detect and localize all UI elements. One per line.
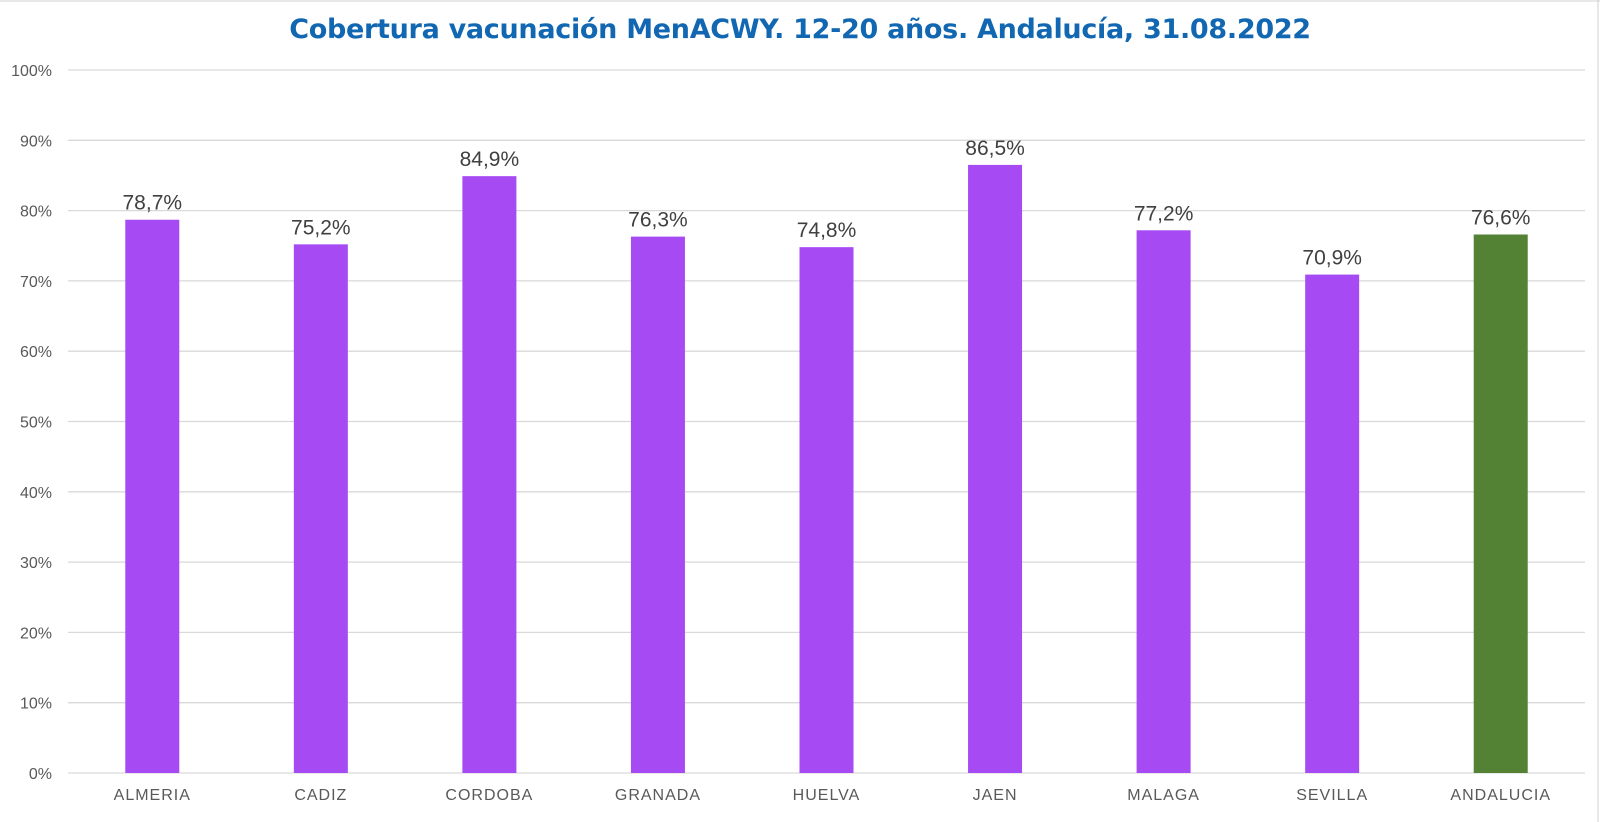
y-tick-label: 60%	[20, 344, 52, 361]
x-tick-label: GRANADA	[615, 787, 701, 804]
bar-cadiz	[293, 244, 348, 773]
bar-huelva	[799, 247, 854, 773]
data-label: 86,5%	[965, 137, 1025, 160]
bar-jaen	[968, 164, 1023, 773]
data-label: 77,2%	[1134, 202, 1194, 225]
chart-title: Cobertura vacunación MenACWY. 12-20 años…	[289, 14, 1311, 45]
x-tick-label: JAEN	[973, 787, 1018, 804]
y-tick-label: 90%	[20, 133, 52, 150]
data-label: 84,9%	[460, 148, 520, 171]
data-label: 76,6%	[1471, 207, 1531, 230]
data-label: 76,3%	[628, 209, 688, 232]
y-tick-label: 10%	[20, 696, 52, 713]
x-tick-label: MALAGA	[1127, 787, 1200, 804]
y-tick-label: 30%	[20, 555, 52, 572]
x-tick-label: HUELVA	[793, 787, 861, 804]
bar-granada	[630, 236, 685, 774]
y-tick-label: 0%	[29, 766, 52, 783]
data-label: 75,2%	[291, 216, 351, 239]
bar-cordoba	[462, 176, 517, 773]
y-tick-label: 20%	[20, 625, 52, 642]
y-tick-label: 40%	[20, 485, 52, 502]
x-tick-label: CORDOBA	[445, 787, 533, 804]
data-label: 74,8%	[797, 219, 857, 242]
x-tick-label: CADIZ	[294, 787, 347, 804]
y-tick-label: 80%	[20, 204, 52, 221]
bar-andalucia	[1473, 234, 1528, 773]
data-label: 70,9%	[1302, 247, 1362, 270]
bar-sevilla	[1305, 274, 1360, 773]
y-tick-label: 70%	[20, 274, 52, 291]
x-tick-label: SEVILLA	[1296, 787, 1368, 804]
y-tick-label: 50%	[20, 415, 52, 432]
x-tick-label: ALMERIA	[114, 787, 191, 804]
y-tick-label: 100%	[11, 63, 52, 80]
bar-almeria	[125, 219, 180, 773]
x-tick-label: ANDALUCIA	[1450, 787, 1551, 804]
bar-malaga	[1136, 230, 1191, 773]
data-label: 78,7%	[123, 192, 183, 215]
